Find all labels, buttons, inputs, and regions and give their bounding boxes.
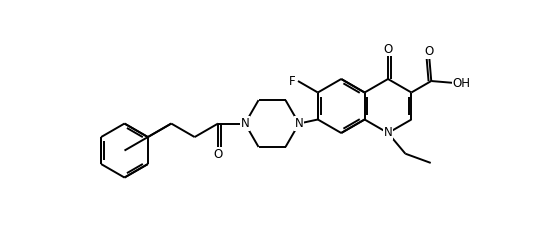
Text: N: N bbox=[295, 117, 304, 130]
Text: OH: OH bbox=[453, 77, 470, 89]
Text: F: F bbox=[289, 74, 296, 88]
Text: O: O bbox=[383, 43, 392, 56]
Text: O: O bbox=[214, 148, 223, 161]
Text: N: N bbox=[241, 117, 249, 130]
Text: O: O bbox=[424, 45, 434, 58]
Text: N: N bbox=[384, 127, 392, 139]
